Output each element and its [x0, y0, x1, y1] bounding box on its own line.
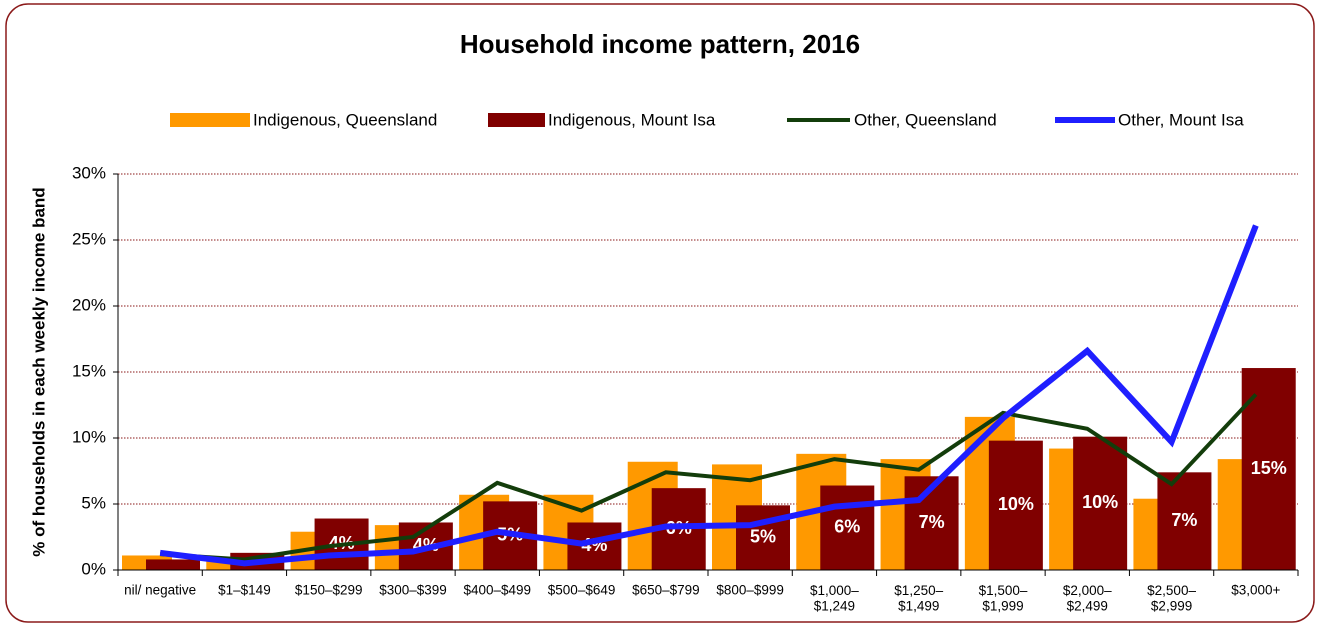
- data-label: 5%: [750, 526, 776, 546]
- legend-label: Indigenous, Queensland: [253, 110, 437, 129]
- x-tick-label: $1–$149: [218, 583, 271, 598]
- x-tick-label: $1,250– $1,499: [894, 583, 943, 614]
- y-tick-label: 5%: [81, 493, 106, 512]
- x-tick-label: $150–$299: [295, 583, 363, 598]
- legend-swatch: [488, 113, 545, 127]
- legend-label: Indigenous, Mount Isa: [548, 110, 716, 129]
- y-axis-label: % of households in each weekly income ba…: [29, 187, 48, 556]
- data-label: 10%: [998, 494, 1034, 514]
- bar: [146, 559, 200, 570]
- data-label: 7%: [1171, 510, 1197, 530]
- y-tick-label: 15%: [72, 361, 106, 380]
- data-label: 15%: [1251, 458, 1287, 478]
- y-tick-label: 30%: [72, 163, 106, 182]
- legend-label: Other, Mount Isa: [1118, 110, 1244, 129]
- bar: [1157, 472, 1212, 570]
- line: [159, 224, 1259, 567]
- x-tick-label: $800–$999: [716, 583, 784, 598]
- y-tick-label: 10%: [72, 427, 106, 446]
- x-tick-label: $3,000+: [1231, 583, 1280, 598]
- x-tick-label: $650–$799: [632, 583, 700, 598]
- x-tick-label: nil/ negative: [124, 583, 196, 598]
- data-label: 7%: [919, 512, 945, 532]
- x-tick-label: $400–$499: [463, 583, 531, 598]
- bar: [820, 485, 875, 570]
- data-label: 10%: [1082, 492, 1118, 512]
- bar: [904, 476, 959, 570]
- chart-title: Household income pattern, 2016: [460, 29, 860, 59]
- x-tick-label: $2,000– $2,499: [1063, 583, 1112, 614]
- y-tick-label: 20%: [72, 295, 106, 314]
- line: [160, 393, 1258, 562]
- x-tick-label: $500–$649: [548, 583, 616, 598]
- data-label: 6%: [834, 517, 860, 537]
- y-tick-label: 25%: [72, 229, 106, 248]
- x-tick-label: $1,000– $1,249: [810, 583, 859, 614]
- x-tick-label: $2,500– $2,999: [1147, 583, 1196, 614]
- x-tick-label: $1,500– $1,999: [979, 583, 1028, 614]
- bar: [567, 522, 622, 570]
- bar: [1073, 436, 1128, 570]
- bar: [988, 440, 1043, 570]
- x-tick-label: $300–$399: [379, 583, 447, 598]
- y-tick-label: 0%: [81, 559, 106, 578]
- legend-swatch: [170, 113, 250, 127]
- legend-label: Other, Queensland: [854, 110, 997, 129]
